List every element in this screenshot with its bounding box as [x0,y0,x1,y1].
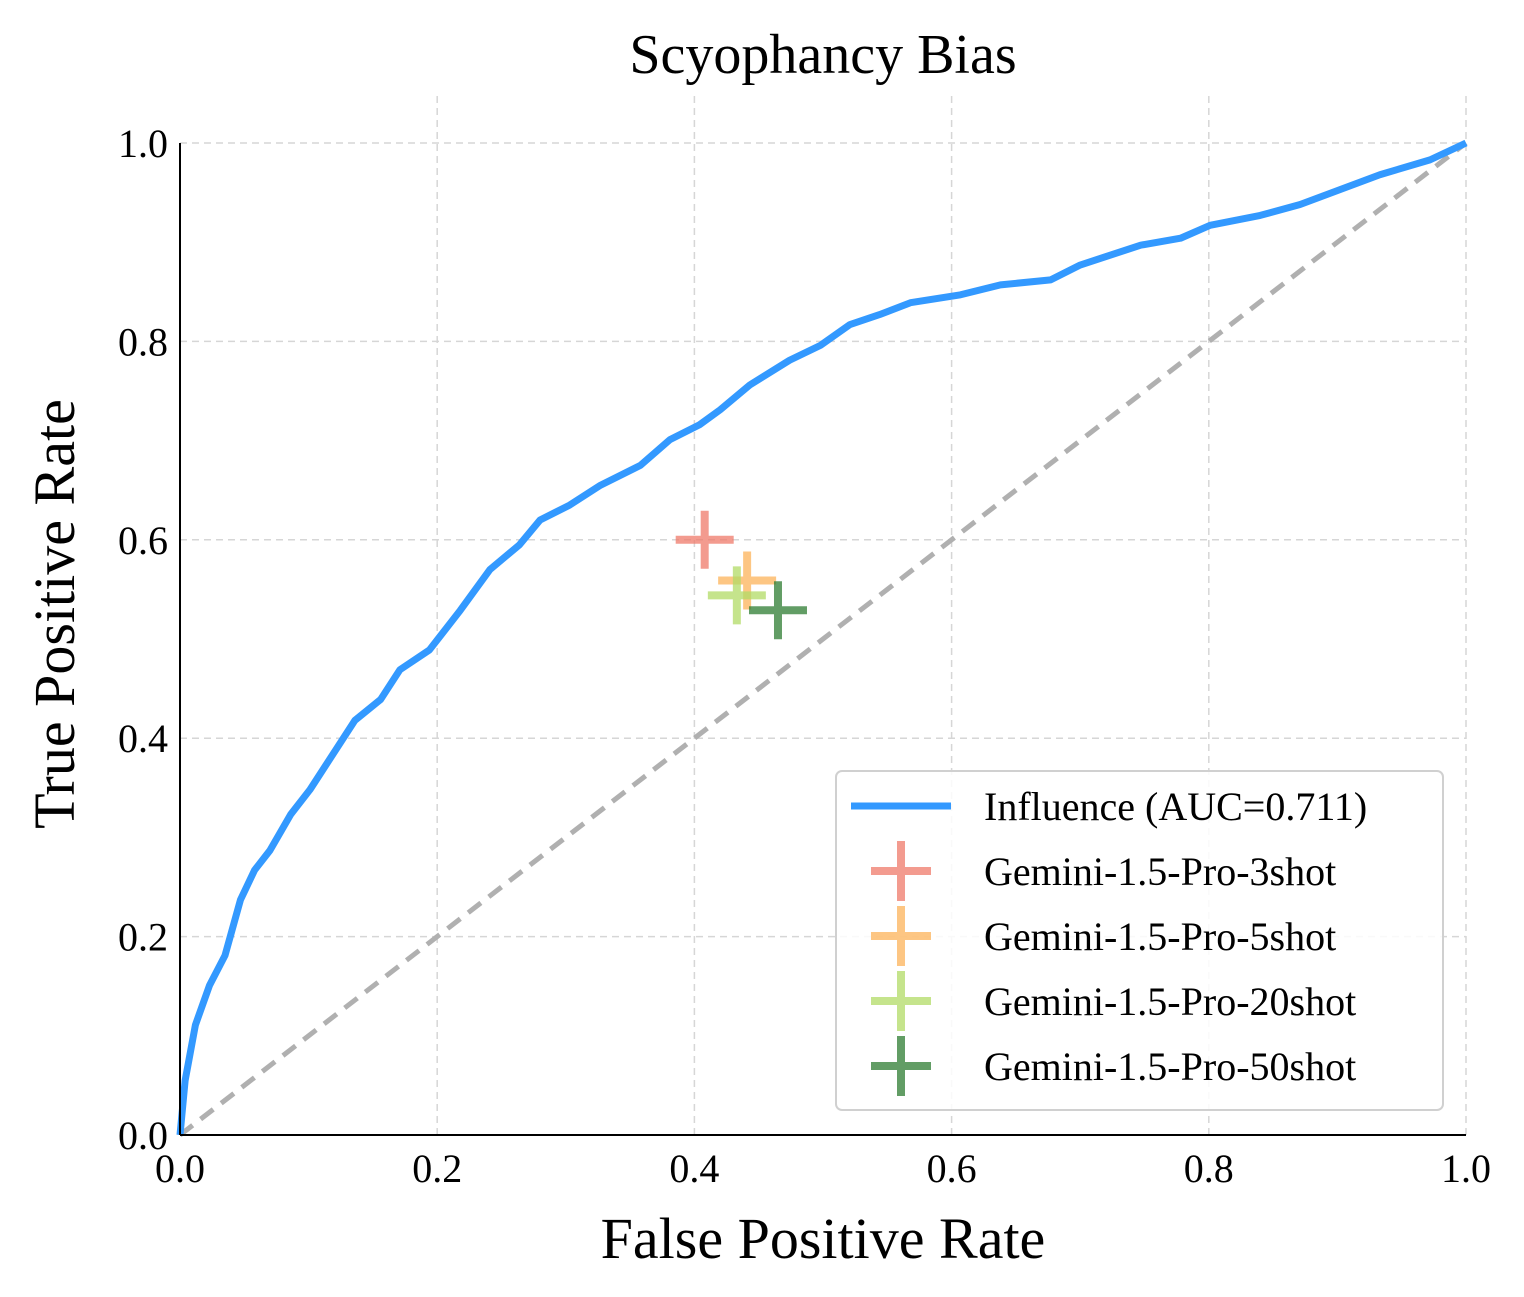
legend-marker-swatch [871,971,931,1031]
markers [675,510,807,640]
x-tick-label: 0.2 [412,1146,462,1191]
marker-gemini-1.5-pro-3shot [675,510,734,569]
legend-item: Influence (AUC=0.711) [851,784,1367,829]
legend-label: Gemini-1.5-Pro-20shot [984,979,1356,1024]
chart-title: Scyophancy Bias [629,24,1016,86]
legend-item: Gemini-1.5-Pro-20shot [871,971,1356,1031]
y-tick-label: 0.2 [118,915,168,960]
x-tick-label: 0.6 [927,1146,977,1191]
y-tick-label: 1.0 [118,121,168,166]
legend-item: Gemini-1.5-Pro-50shot [871,1036,1356,1096]
marker-gemini-1.5-pro-20shot [707,566,766,625]
legend-label: Gemini-1.5-Pro-50shot [984,1044,1356,1089]
y-axis-label: True Positive Rate [22,399,87,829]
reference-diagonal [178,141,1468,1137]
x-tick-label: 0.8 [1184,1146,1234,1191]
marker-gemini-1.5-pro-50shot [748,581,807,640]
series-influence-line [176,139,1468,1136]
legend-marker-swatch [871,906,931,966]
marker-gemini-1.5-pro-5shot [718,551,777,610]
legend-label: Gemini-1.5-Pro-5shot [984,914,1336,959]
y-tick-label: 0.0 [118,1113,168,1158]
legend-item: Gemini-1.5-Pro-3shot [871,841,1336,901]
legend-label: Gemini-1.5-Pro-3shot [984,849,1336,894]
legend-label: Influence (AUC=0.711) [984,784,1367,829]
legend: Influence (AUC=0.711) Gemini-1.5-Pro-3sho… [835,770,1444,1111]
y-tick-label: 0.4 [118,716,168,761]
y-tick-label: 0.8 [118,319,168,364]
legend-item: Gemini-1.5-Pro-5shot [871,906,1336,966]
x-tick-label: 0.0 [155,1146,205,1191]
x-axis-label: False Positive Rate [601,1206,1046,1271]
x-tick-label: 1.0 [1441,1146,1491,1191]
legend-marker-swatch [871,1036,931,1096]
legend-box [835,770,1444,1111]
y-tick-label: 0.6 [118,518,168,563]
x-tick-label: 0.4 [669,1146,719,1191]
ticks: 0.0 0.2 0.4 0.6 0.8 1.0 0.0 0.2 0.4 0.6 0.8 1.0 [118,121,1491,1191]
legend-marker-swatch [871,841,931,901]
